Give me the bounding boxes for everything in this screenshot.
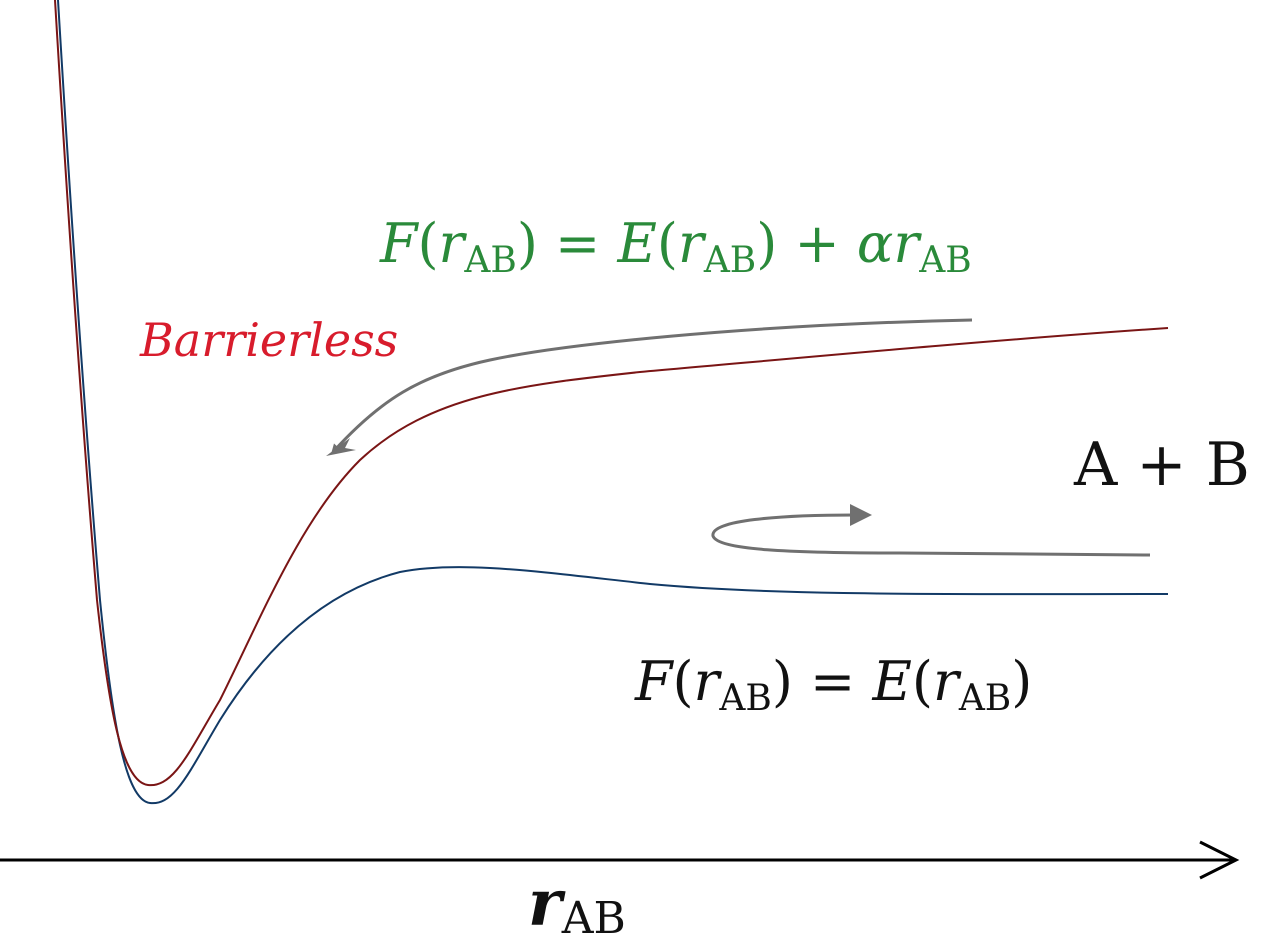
original-energy-curve (57, 0, 1169, 805)
barrierless-path-arrow (330, 318, 973, 455)
x-axis-arrowhead (1199, 840, 1240, 880)
reactants-label: A + B (1073, 430, 1250, 500)
barrierless-curve (54, 0, 1169, 787)
barrierless-label: Barrierless (139, 313, 398, 367)
x-axis-label: rAB (528, 866, 626, 943)
modified-equation: F(rAB) = E(rAB) + αrAB (379, 212, 972, 281)
reflection-arrow (711, 513, 1151, 557)
barrierless-arrowhead (326, 438, 356, 456)
reflection-arrowhead (850, 504, 872, 526)
original-equation: F(rAB) = E(rAB) (634, 650, 1032, 719)
